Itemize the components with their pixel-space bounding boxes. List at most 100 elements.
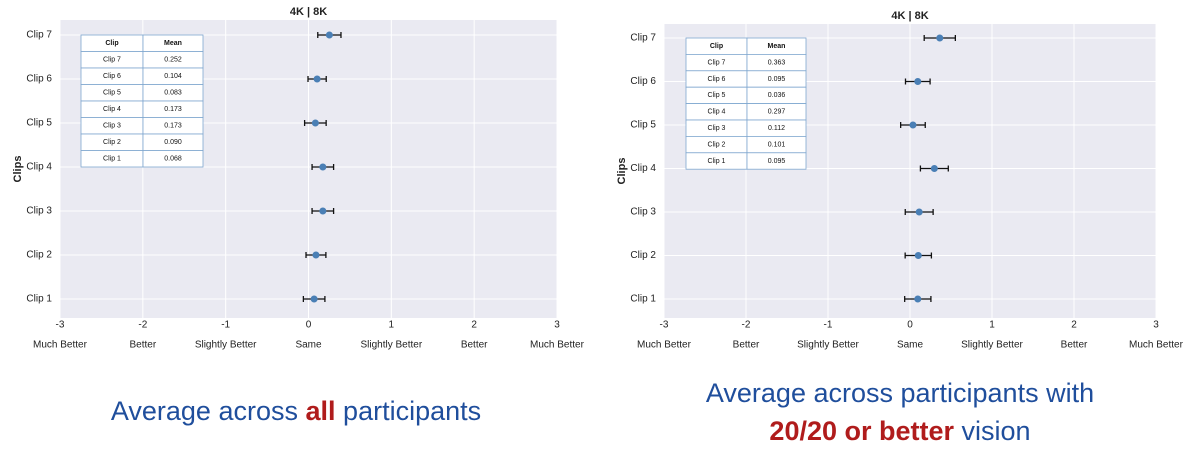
x-scale-label: Much Better xyxy=(1129,340,1184,351)
x-scale-label: Slightly Better xyxy=(797,340,859,351)
table-text: Clip 4 xyxy=(103,106,121,113)
table-text: 0.252 xyxy=(164,57,182,64)
table-text: Clip 1 xyxy=(708,158,726,165)
x-scale-label: Better xyxy=(733,340,760,351)
table-text: Clip 2 xyxy=(708,141,726,148)
y-tick-label: Clip 4 xyxy=(26,162,52,173)
x-tick-label: 3 xyxy=(1153,320,1159,331)
y-tick-label: Clip 3 xyxy=(630,207,656,218)
table-text: 0.090 xyxy=(164,139,182,146)
table-text: 0.173 xyxy=(164,123,182,130)
x-scale-label: Same xyxy=(295,340,322,351)
dot xyxy=(909,121,917,129)
caption-text: vision xyxy=(962,416,1031,446)
x-tick-label: 1 xyxy=(989,320,995,331)
dot xyxy=(310,295,318,303)
table-text: Clip xyxy=(710,43,723,50)
caption-emphasis: 20/20 or better xyxy=(769,416,954,446)
x-tick-label: 0 xyxy=(306,320,312,331)
chart-title: 4K | 8K xyxy=(290,6,327,18)
x-scale-label: Better xyxy=(1061,340,1088,351)
y-tick-label: Clip 7 xyxy=(26,30,52,41)
table-text: Clip 7 xyxy=(708,59,726,66)
table-text: Clip 1 xyxy=(103,156,121,163)
table-text: Clip 5 xyxy=(708,92,726,99)
x-tick-label: -3 xyxy=(56,320,65,331)
x-tick-label: -2 xyxy=(742,320,751,331)
chart: 4K | 8K Clips -3 Much Better -2 Better -1 Sligh… xyxy=(616,10,1184,446)
dot xyxy=(312,251,320,259)
dot xyxy=(914,252,922,259)
table-text: 0.104 xyxy=(164,73,182,80)
dot xyxy=(325,31,333,39)
x-tick-label: 2 xyxy=(471,320,477,331)
chart: 4K | 8K Clips -3 Much Better -2 Better -1 Sligh… xyxy=(12,6,585,426)
y-axis-label: Clips xyxy=(12,156,24,183)
x-tick-label: -1 xyxy=(221,320,230,331)
x-scale-label: Better xyxy=(461,340,488,351)
caption-text: Average across participants with xyxy=(706,378,1094,408)
x-scale-label: Much Better xyxy=(530,340,585,351)
dot xyxy=(915,208,923,216)
chart-title: 4K | 8K xyxy=(891,10,928,22)
table-text: 0.095 xyxy=(768,158,786,165)
table-text: Clip 2 xyxy=(103,139,121,146)
x-tick-label: -3 xyxy=(660,320,669,331)
table-text: 0.297 xyxy=(768,109,786,116)
table-text: Clip 3 xyxy=(708,125,726,132)
dot xyxy=(930,165,938,172)
x-scale-label: Slightly Better xyxy=(195,340,257,351)
x-scale-label: Much Better xyxy=(33,340,88,351)
y-tick-label: Clip 6 xyxy=(26,74,52,85)
table: Clip Mean Clip 7 0.363 Clip 6 0.095 Clip 5 0.03… xyxy=(685,37,807,170)
table-text: 0.101 xyxy=(768,141,786,148)
y-tick-label: Clip 6 xyxy=(630,76,656,87)
table-text: Clip 6 xyxy=(103,73,121,80)
x-tick-label: 0 xyxy=(907,320,913,331)
table: Clip Mean Clip 7 0.252 Clip 6 0.104 Clip 5 0.08… xyxy=(80,34,204,168)
y-tick-label: Clip 1 xyxy=(630,294,656,305)
x-scale-label: Slightly Better xyxy=(360,340,422,351)
table-text: Mean xyxy=(164,40,182,47)
x-scale-label: Slightly Better xyxy=(961,340,1023,351)
y-tick-label: Clip 3 xyxy=(26,206,52,217)
dot xyxy=(936,34,944,42)
table-text: 0.363 xyxy=(768,59,786,66)
y-tick-label: Clip 1 xyxy=(26,294,52,305)
table-text: 0.036 xyxy=(768,92,786,99)
y-axis-label: Clips xyxy=(616,158,628,185)
caption-emphasis: all xyxy=(306,396,336,426)
caption: Average across all participants xyxy=(111,396,481,426)
x-scale-label: Same xyxy=(897,340,924,351)
y-tick-label: Clip 4 xyxy=(630,163,656,174)
table-text: 0.112 xyxy=(768,125,785,132)
dot xyxy=(319,207,327,215)
table-cell xyxy=(746,152,807,170)
dot xyxy=(311,119,319,127)
y-tick-label: Clip 5 xyxy=(26,118,52,129)
table-text: Clip xyxy=(105,40,118,47)
x-tick-label: -1 xyxy=(824,320,833,331)
caption: Average across participants with xyxy=(706,378,1094,408)
caption-text: participants xyxy=(343,396,481,426)
dot xyxy=(313,75,321,83)
y-tick-label: Clip 2 xyxy=(26,250,52,261)
table-text: Clip 6 xyxy=(708,76,726,83)
caption-text: Average across xyxy=(111,396,298,426)
x-tick-label: 2 xyxy=(1071,320,1077,331)
table-text: 0.095 xyxy=(768,76,786,83)
dot xyxy=(914,78,922,85)
table-text: 0.068 xyxy=(164,156,182,163)
table-cell xyxy=(142,150,204,168)
dot xyxy=(914,295,922,303)
caption: 20/20 or better vision xyxy=(769,416,1030,446)
x-scale-label: Better xyxy=(129,340,156,351)
table-text: Clip 7 xyxy=(103,57,121,64)
table-text: Clip 4 xyxy=(708,109,726,116)
dot xyxy=(319,163,327,171)
table-text: 0.083 xyxy=(164,90,182,97)
x-tick-label: 1 xyxy=(389,320,395,331)
table-text: Clip 5 xyxy=(103,90,121,97)
table-text: 0.173 xyxy=(164,106,182,113)
